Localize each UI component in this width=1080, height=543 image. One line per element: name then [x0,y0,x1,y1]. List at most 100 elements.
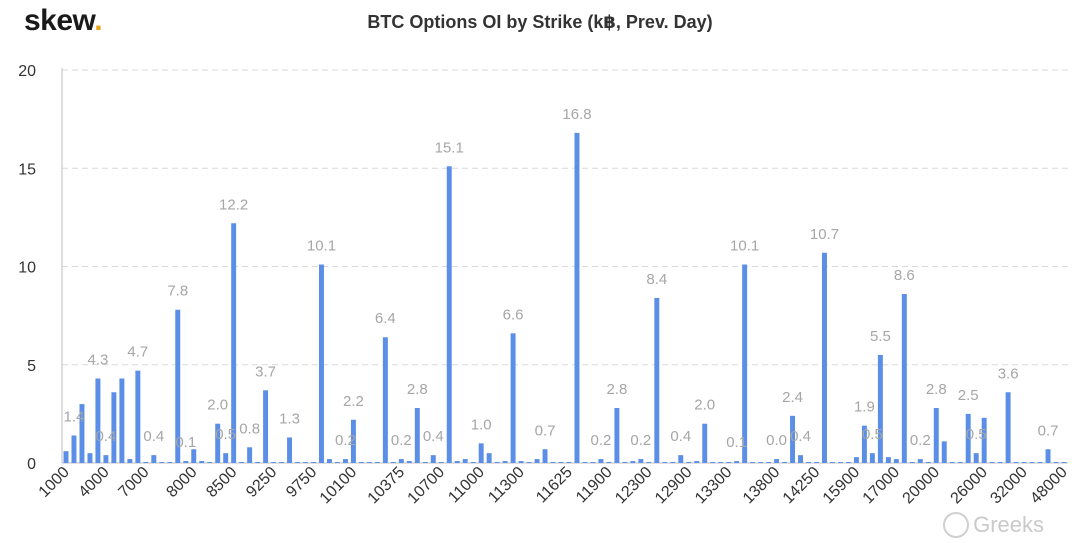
bar [430,455,436,463]
bar [774,459,780,463]
bar [718,462,724,463]
bar [398,459,404,463]
data-label: 0.1 [175,434,196,451]
bar [949,462,955,463]
data-label: 6.4 [375,310,396,327]
bar [845,462,851,463]
data-label: 0.0 [766,432,787,449]
data-label: 2.4 [782,389,803,406]
y-tick-label: 5 [27,358,36,375]
data-label: 0.2 [391,432,412,449]
data-label: 1.0 [471,416,492,433]
data-label: 0.5 [215,426,236,443]
bar [382,337,388,463]
x-tick-label: 32000 [987,464,1031,508]
bar [837,462,843,463]
x-tick-label: 48000 [1027,464,1071,508]
bar [622,462,628,463]
bar [342,459,348,463]
bar [1013,462,1019,463]
bar [606,462,612,463]
bar [71,435,77,463]
bar [175,309,181,463]
bar [574,132,580,463]
bar [614,407,620,463]
x-tick-label: 10100 [317,464,361,508]
x-tick-label: 8500 [203,464,240,501]
bar [1037,462,1043,463]
bar [694,461,700,463]
data-label: 3.7 [255,363,276,380]
x-tick-label: 10375 [365,464,409,508]
bar [462,459,468,463]
bar [247,447,253,463]
bar [566,462,572,463]
x-tick-label: 13800 [740,464,784,508]
bar [199,461,205,463]
bar [981,417,987,463]
bar [390,462,396,463]
bar [151,455,157,463]
data-label: 0.4 [423,428,444,445]
bar [526,462,532,463]
bar [303,462,308,463]
bar [502,461,508,463]
bar [271,462,277,463]
bar [973,453,979,463]
bar [638,459,644,463]
bar [726,462,732,463]
bar [143,462,149,463]
bar [590,462,596,463]
bar [550,462,556,463]
bar [454,461,460,463]
x-tick-label: 7000 [115,464,152,501]
bar [207,462,213,463]
data-label: 0.5 [862,426,883,443]
y-tick-label: 10 [18,260,36,277]
bar [702,423,708,463]
data-label: 0.7 [1038,422,1059,439]
bar [167,462,173,463]
bar [366,462,372,463]
x-tick-label: 1000 [36,464,73,501]
data-label: 2.8 [926,381,947,398]
data-label: 0.4 [143,428,164,445]
data-label: 0.2 [591,432,612,449]
data-label: 4.7 [127,344,148,361]
bar [255,462,261,463]
bar [295,462,301,463]
bar [766,462,772,463]
bar [965,413,971,464]
data-label: 0.4 [95,428,116,445]
bar [646,462,652,463]
bar [630,461,636,463]
x-tick-label: 20000 [900,464,944,508]
bar [989,462,995,463]
x-tick-label: 11900 [573,464,616,507]
bar [909,462,915,463]
bar [734,461,740,463]
bar [422,462,428,463]
chart-title: BTC Options OI by Strike (k฿, Prev. Day) [367,12,713,32]
bar [63,451,69,463]
bar [1045,449,1051,463]
data-label: 0.8 [239,420,260,437]
x-tick-label: 15900 [820,464,864,508]
x-tick-label: 12300 [612,464,656,508]
bar [933,407,939,463]
data-label: 4.3 [88,352,109,369]
data-label: 2.0 [694,397,715,414]
bar [814,462,819,463]
y-tick-label: 15 [18,161,36,178]
bar [486,453,492,463]
bar [925,462,931,463]
bar [534,459,540,463]
x-tick-label: 4000 [76,464,113,501]
data-label: 0.1 [726,434,747,451]
bar [853,457,859,463]
data-label: 10.1 [730,238,759,255]
x-tick-label: 14250 [780,464,824,508]
bar [558,462,564,463]
data-label: 0.2 [630,432,651,449]
